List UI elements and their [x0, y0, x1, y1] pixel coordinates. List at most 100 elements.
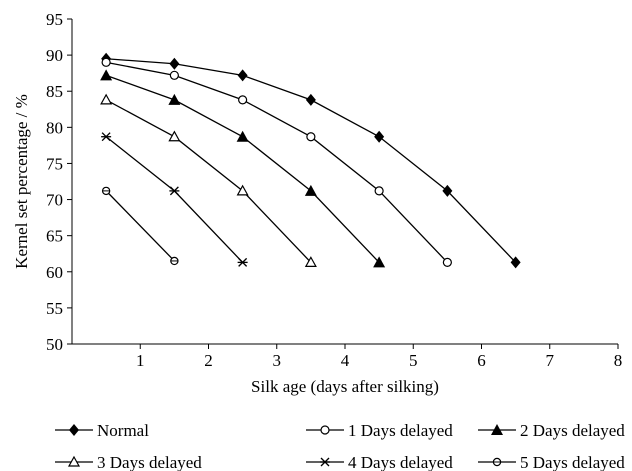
chart-axes: [71, 19, 618, 345]
x-tick-label: 8: [614, 351, 623, 370]
legend-label: 3 Days delayed: [97, 453, 202, 471]
x-axis-ticks: 1 2 3 4 5 6 7 8: [136, 344, 622, 370]
circle-marker-shape: [238, 95, 248, 105]
diamond-marker-shape: [305, 93, 316, 106]
series-5: [101, 132, 248, 267]
legend-marker: [320, 425, 330, 435]
legend-item: Normal: [55, 421, 149, 440]
diamond-marker-shape: [374, 130, 385, 143]
diamond-marker-shape: [510, 256, 521, 269]
data-point: [236, 184, 249, 196]
data-point: [510, 256, 521, 269]
data-point: [238, 95, 248, 105]
y-tick-label: 85: [46, 82, 63, 101]
legend-item: 2 Days delayed: [478, 421, 625, 440]
chart-legend: Normal 1 Days delayed 2 Days delayed 3 Days…: [55, 421, 625, 471]
y-tick-label: 95: [46, 10, 63, 29]
legend-label: 4 Days delayed: [348, 453, 453, 471]
x-tick-label: 6: [477, 351, 486, 370]
legend-marker: [69, 424, 79, 436]
series-line: [106, 61, 448, 263]
legend-item: 5 Days delayed: [478, 453, 625, 471]
series-1: [101, 52, 521, 269]
series-6: [101, 186, 179, 266]
data-point: [374, 130, 385, 143]
y-axis-label: Kernel set percentage / %: [12, 94, 31, 269]
x-tick-label: 3: [273, 351, 282, 370]
legend-item: 3 Days delayed: [55, 453, 202, 471]
triangle-marker-shape: [236, 130, 249, 142]
y-tick-label: 50: [46, 335, 63, 354]
y-tick-label: 60: [46, 263, 63, 282]
series-line: [105, 136, 244, 263]
legend-label: 2 Days delayed: [520, 421, 625, 440]
x-tick-label: 7: [546, 351, 555, 370]
x-tick-label: 1: [136, 351, 145, 370]
legend-marker: [492, 457, 502, 467]
legend-marker: [320, 457, 330, 467]
data-point: [237, 257, 248, 267]
data-point: [304, 184, 317, 196]
triangle-marker-shape: [304, 184, 317, 196]
diamond-marker-shape: [69, 424, 79, 436]
triangle-marker-shape: [236, 184, 249, 196]
x-tick-label: 2: [204, 351, 213, 370]
triangle-marker-shape: [491, 424, 503, 435]
legend-label: 5 Days delayed: [520, 453, 625, 471]
data-point: [168, 93, 181, 105]
y-tick-label: 55: [46, 299, 63, 318]
data-point: [374, 186, 384, 196]
circle-marker-shape: [320, 425, 330, 435]
asterisk-stroke: [101, 132, 111, 142]
data-point: [170, 256, 179, 266]
y-tick-label: 90: [46, 46, 63, 65]
series-line: [106, 58, 517, 263]
data-point: [237, 69, 248, 82]
legend-label: 1 Days delayed: [348, 421, 453, 440]
data-point: [101, 186, 111, 196]
data-point: [305, 93, 316, 106]
data-point: [168, 130, 181, 142]
series-3: [100, 69, 386, 268]
circle-marker-shape: [306, 132, 316, 142]
series-4: [100, 93, 317, 267]
asterisk-stroke: [238, 257, 248, 267]
triangle-marker-shape: [168, 93, 181, 105]
x-tick-label: 5: [409, 351, 418, 370]
data-point: [442, 184, 453, 197]
data-point: [169, 70, 179, 80]
data-point: [304, 256, 317, 267]
legend-item: 4 Days delayed: [306, 453, 453, 471]
data-point: [101, 57, 111, 67]
asterisk-stroke: [169, 186, 179, 196]
circle-marker-shape: [442, 257, 452, 267]
triangle-marker-shape: [304, 256, 317, 267]
y-axis-ticks: 50 55 60 65 70 75 80 85 90 95: [46, 10, 72, 354]
triangle-marker-shape: [100, 69, 113, 81]
series-2: [101, 57, 452, 267]
series-layer: [100, 52, 521, 269]
legend-marker: [67, 455, 81, 467]
circle-marker-shape: [169, 70, 179, 80]
y-tick-label: 80: [46, 118, 63, 137]
data-point: [100, 69, 113, 81]
data-point: [236, 130, 249, 142]
data-point: [169, 57, 180, 70]
circle-marker-shape: [374, 186, 384, 196]
data-point: [442, 257, 452, 267]
y-tick-label: 70: [46, 191, 63, 210]
data-point: [373, 256, 386, 268]
y-tick-label: 75: [46, 154, 63, 173]
data-point: [306, 132, 316, 142]
legend-item: 1 Days delayed: [306, 421, 453, 440]
y-tick-label: 65: [46, 227, 63, 246]
legend-label: Normal: [97, 421, 149, 440]
asterisk-stroke: [320, 457, 330, 467]
triangle-marker-shape: [67, 455, 81, 467]
diamond-marker-shape: [169, 57, 180, 70]
circle-marker-shape: [101, 57, 111, 67]
triangle-marker-shape: [373, 256, 386, 268]
series-line: [105, 99, 312, 263]
diamond-marker-shape: [442, 184, 453, 197]
